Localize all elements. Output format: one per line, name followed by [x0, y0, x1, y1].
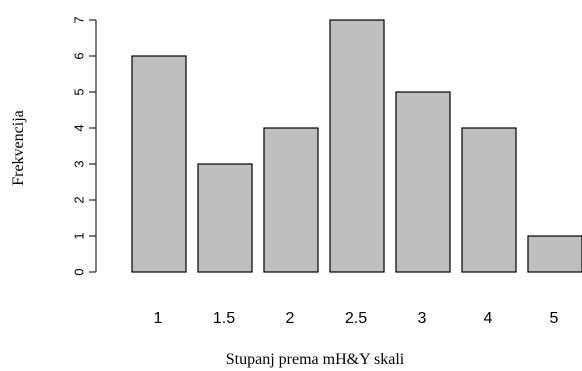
- y-axis: 0 1 2 3 4 5 6 7: [72, 16, 97, 276]
- bar: [197, 163, 253, 273]
- x-tick-label: 1.5: [213, 310, 235, 327]
- bar: [527, 235, 582, 273]
- y-tick-label: 1: [72, 232, 87, 239]
- y-axis-title: Frekvencija: [10, 110, 27, 186]
- y-tick-label: 7: [72, 16, 87, 23]
- bar: [395, 91, 451, 273]
- x-tick-label: 5: [550, 310, 559, 327]
- x-tick-label: 3: [418, 310, 427, 327]
- bar: [461, 127, 517, 273]
- x-axis-title: Stupanj prema mH&Y skali: [226, 351, 405, 368]
- bars: [131, 19, 582, 273]
- y-tick-label: 0: [72, 268, 87, 275]
- x-tick-label: 2.5: [345, 310, 367, 327]
- y-tick-label: 5: [72, 88, 87, 95]
- x-tick-label: 1: [154, 310, 163, 327]
- bar: [263, 127, 319, 273]
- y-tick-label: 3: [72, 160, 87, 167]
- y-tick-label: 4: [72, 124, 87, 131]
- y-tick-label: 6: [72, 52, 87, 59]
- bar: [329, 19, 385, 273]
- y-tick-label: 2: [72, 196, 87, 203]
- x-tick-label: 4: [484, 310, 493, 327]
- x-tick-labels: 1 1.5 2 2.5 3 4 5: [154, 310, 559, 327]
- x-tick-label: 2: [286, 310, 295, 327]
- bar: [131, 55, 187, 273]
